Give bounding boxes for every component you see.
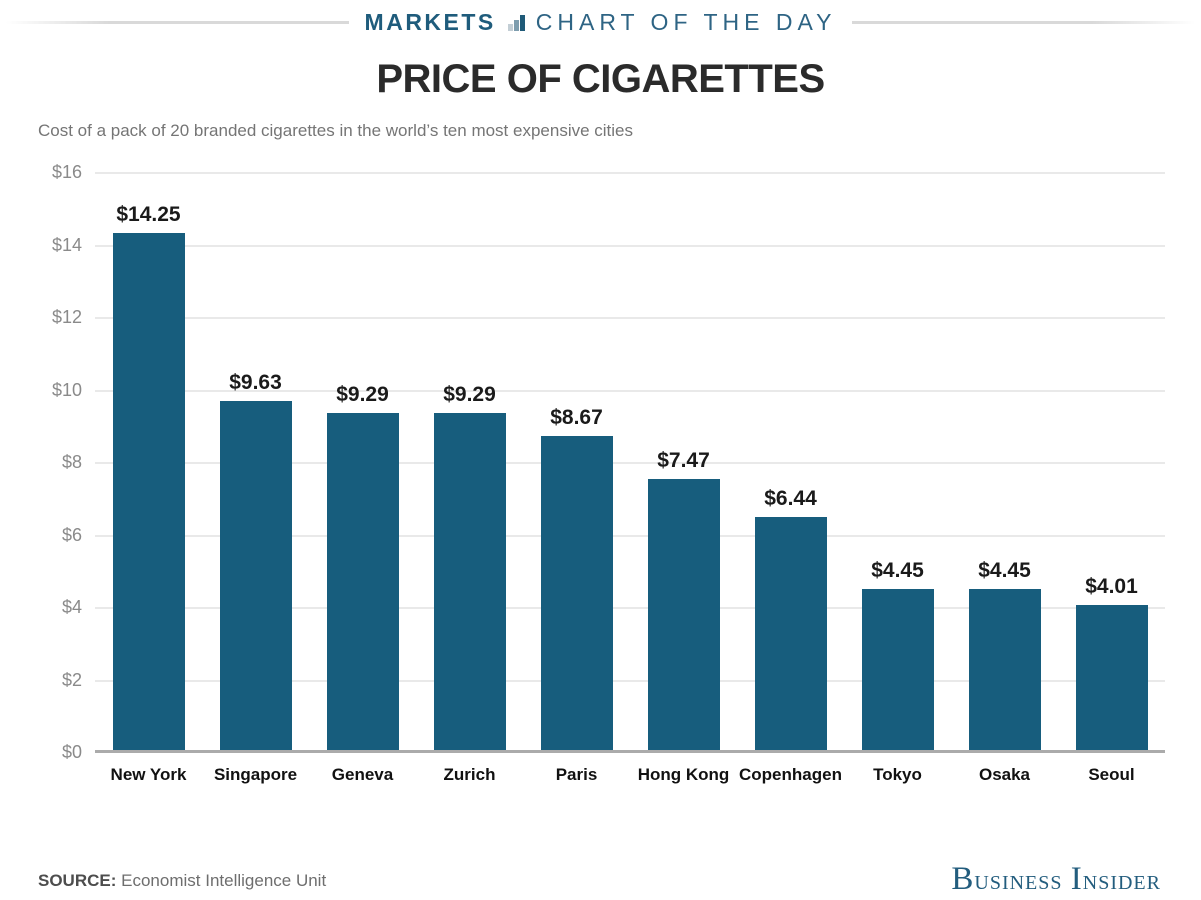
x-category-label: Seoul — [1088, 765, 1135, 784]
x-category-label: Paris — [555, 765, 598, 784]
x-category-label: Geneva — [331, 765, 394, 784]
gridline — [95, 607, 1165, 609]
y-tick-label: $16 — [51, 162, 82, 182]
bar-value-label: $9.29 — [443, 383, 496, 407]
gridline — [95, 462, 1165, 464]
bar-osaka — [968, 588, 1041, 750]
source-line: SOURCE: Economist Intelligence Unit — [38, 871, 326, 891]
bar-zurich — [433, 413, 506, 750]
y-axis: $0 $2 $4 $6 $8 $10 $12 $14 $16 — [0, 162, 82, 762]
plot-area: $14.25 New York $9.63 Singapore $9.29 Geneva $… — [95, 172, 1165, 784]
kicker-markets-label: MARKETS — [364, 9, 496, 35]
bar-chart-icon — [507, 14, 526, 31]
bar-copenhagen — [754, 516, 827, 750]
bar-value-label: $9.29 — [336, 383, 389, 407]
bar-value-label: $7.47 — [657, 449, 710, 473]
chart-subtitle: Cost of a pack of 20 branded cigarettes … — [38, 121, 634, 140]
y-tick-label: $14 — [51, 234, 82, 255]
bar-value-label: $4.45 — [978, 558, 1031, 582]
bar-value-label: $9.63 — [229, 370, 282, 394]
bar-value-label: $14.25 — [116, 203, 181, 227]
y-tick-label: $4 — [61, 597, 82, 617]
y-tick-label: $12 — [51, 307, 82, 327]
y-tick-label: $10 — [51, 379, 82, 400]
y-tick-label: $8 — [61, 452, 82, 472]
y-tick-label: $0 — [61, 742, 82, 762]
x-category-label: Copenhagen — [739, 765, 842, 784]
gridline — [95, 244, 1165, 247]
bar-geneva — [326, 413, 399, 750]
gridline — [95, 172, 1165, 174]
kicker-chart-of-the-day-label: CHART OF THE DAY — [535, 9, 837, 35]
gridline — [95, 317, 1165, 319]
gridline — [95, 534, 1165, 537]
gridline — [95, 679, 1165, 682]
kicker-rule-right — [852, 21, 1195, 24]
x-category-label: Singapore — [213, 765, 298, 784]
bar-singapore — [219, 400, 292, 750]
y-tick-label: $6 — [61, 524, 82, 545]
bar-new-york — [112, 233, 185, 750]
chart-title: PRICE OF CIGARETTES — [376, 57, 825, 101]
x-category-label: Zurich — [443, 765, 496, 784]
bar-value-label: $8.67 — [550, 405, 603, 429]
bar-tokyo — [861, 588, 934, 750]
bar-hong-kong — [647, 479, 720, 750]
kicker-rule-left — [6, 21, 349, 24]
bar-chart: $0 $2 $4 $6 $8 $10 $12 $14 $16 $14.25 New York $9.… — [0, 162, 1201, 813]
x-axis-line — [95, 750, 1165, 753]
source-label: SOURCE: — [38, 871, 117, 890]
bar-value-label: $6.44 — [764, 486, 817, 510]
header-kicker: MARKETS CHART OF THE DAY — [0, 9, 1201, 36]
gridline — [95, 389, 1165, 392]
x-category-label: Osaka — [978, 765, 1031, 784]
bar-value-label: $4.01 — [1085, 574, 1138, 598]
x-category-label: Tokyo — [873, 765, 922, 784]
x-category-label: Hong Kong — [637, 765, 730, 784]
x-category-label: New York — [110, 765, 187, 784]
bar-value-label: $4.45 — [871, 558, 924, 582]
business-insider-logo: Business Insider — [951, 861, 1161, 897]
y-tick-label: $2 — [61, 669, 82, 690]
bar-paris — [540, 435, 613, 750]
source-text: Economist Intelligence Unit — [121, 871, 327, 890]
bar-seoul — [1075, 604, 1148, 750]
